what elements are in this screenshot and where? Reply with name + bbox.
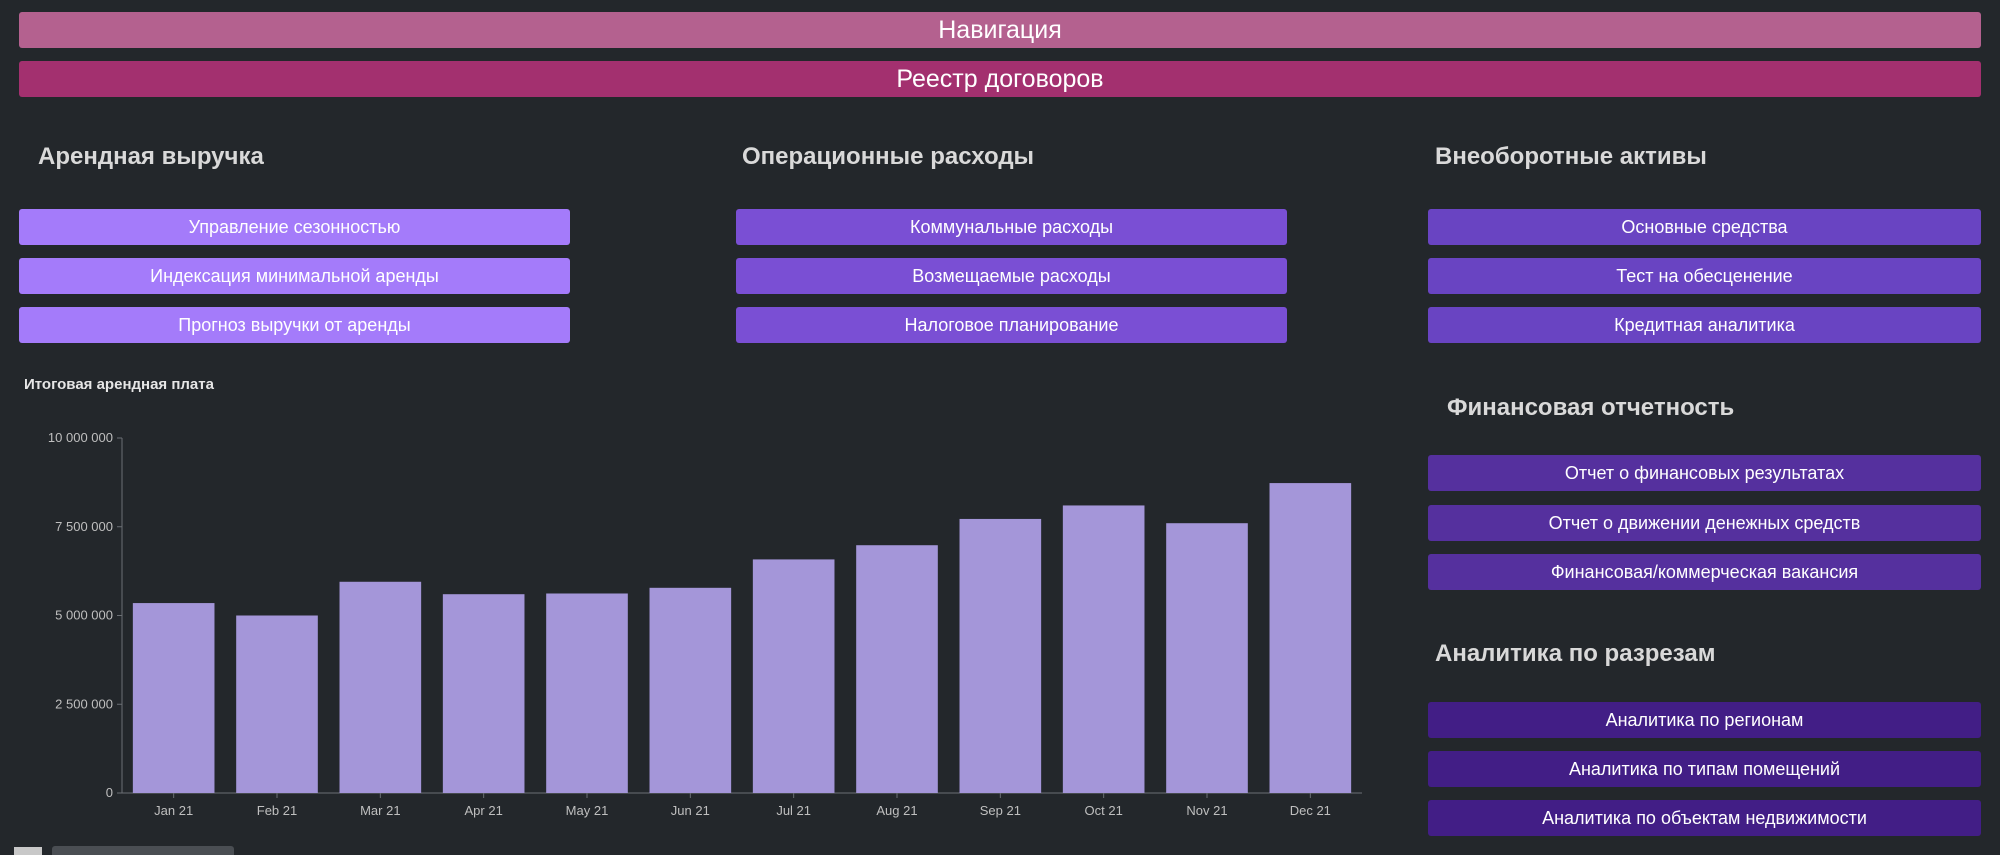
x-tick-label: Dec 21: [1290, 803, 1331, 818]
sheet-tab-icon[interactable]: [14, 847, 42, 855]
navigation-bar[interactable]: Навигация: [19, 12, 1981, 48]
bar[interactable]: [959, 518, 1042, 793]
bar[interactable]: [752, 559, 835, 793]
bar[interactable]: [1062, 505, 1145, 793]
x-tick-label: Aug 21: [876, 803, 917, 818]
fixed-assets-button[interactable]: Основные средства: [1428, 209, 1981, 245]
x-tick-label: May 21: [566, 803, 609, 818]
bar[interactable]: [1166, 523, 1248, 793]
contract-registry-bar[interactable]: Реестр договоров: [19, 61, 1981, 97]
y-tick-label: 5 000 000: [55, 608, 113, 623]
minimum-rent-indexation-button[interactable]: Индексация минимальной аренды: [19, 258, 570, 294]
impairment-test-button[interactable]: Тест на обесценение: [1428, 258, 1981, 294]
premises-type-analytics-button[interactable]: Аналитика по типам помещений: [1428, 751, 1981, 787]
income-statement-button[interactable]: Отчет о финансовых результатах: [1428, 455, 1981, 491]
cash-flow-statement-button[interactable]: Отчет о движении денежных средств: [1428, 505, 1981, 541]
x-tick-label: Oct 21: [1085, 803, 1123, 818]
x-tick-label: Jan 21: [154, 803, 193, 818]
non-current-assets-title: Внеоборотные активы: [1435, 143, 1707, 170]
y-tick-label: 10 000 000: [48, 430, 113, 445]
x-tick-label: Jun 21: [671, 803, 710, 818]
x-tick-label: Sep 21: [980, 803, 1021, 818]
bar[interactable]: [132, 603, 215, 793]
bar[interactable]: [442, 594, 525, 793]
utility-expenses-button[interactable]: Коммунальные расходы: [736, 209, 1287, 245]
rental-payment-bar-chart: 0 2 500 000 5 000 000 7 500 000 10 000 000 Ja…: [48, 430, 1362, 818]
y-tick-label: 2 500 000: [55, 696, 113, 711]
x-tick-label: Nov 21: [1186, 803, 1227, 818]
regions-analytics-button[interactable]: Аналитика по регионам: [1428, 702, 1981, 738]
rent-revenue-forecast-button[interactable]: Прогноз выручки от аренды: [19, 307, 570, 343]
seasonality-management-button[interactable]: Управление сезонностью: [19, 209, 570, 245]
property-objects-analytics-button[interactable]: Аналитика по объектам недвижимости: [1428, 800, 1981, 836]
y-tick-label: 7 500 000: [55, 519, 113, 534]
bar[interactable]: [856, 545, 938, 793]
y-tick-label: 0: [106, 785, 113, 800]
bar[interactable]: [649, 587, 732, 793]
x-tick-label: Apr 21: [465, 803, 503, 818]
x-tick-label: Mar 21: [360, 803, 400, 818]
recoverable-expenses-button[interactable]: Возмещаемые расходы: [736, 258, 1287, 294]
operating-expenses-title: Операционные расходы: [742, 143, 1035, 170]
bar[interactable]: [546, 593, 628, 793]
bar[interactable]: [339, 581, 422, 793]
bar[interactable]: [236, 615, 318, 794]
sheet-tab[interactable]: [52, 846, 234, 855]
x-tick-label: Jul 21: [776, 803, 811, 818]
vacancy-button[interactable]: Финансовая/коммерческая вакансия: [1428, 554, 1981, 590]
bar[interactable]: [1269, 483, 1352, 793]
credit-analytics-button[interactable]: Кредитная аналитика: [1428, 307, 1981, 343]
x-tick-label: Feb 21: [257, 803, 297, 818]
chart-title: Итоговая арендная плата: [24, 376, 214, 393]
tax-planning-button[interactable]: Налоговое планирование: [736, 307, 1287, 343]
financial-reporting-title: Финансовая отчетность: [1447, 394, 1735, 421]
rental-revenue-title: Арендная выручка: [38, 143, 264, 170]
slice-analytics-title: Аналитика по разрезам: [1435, 640, 1716, 667]
